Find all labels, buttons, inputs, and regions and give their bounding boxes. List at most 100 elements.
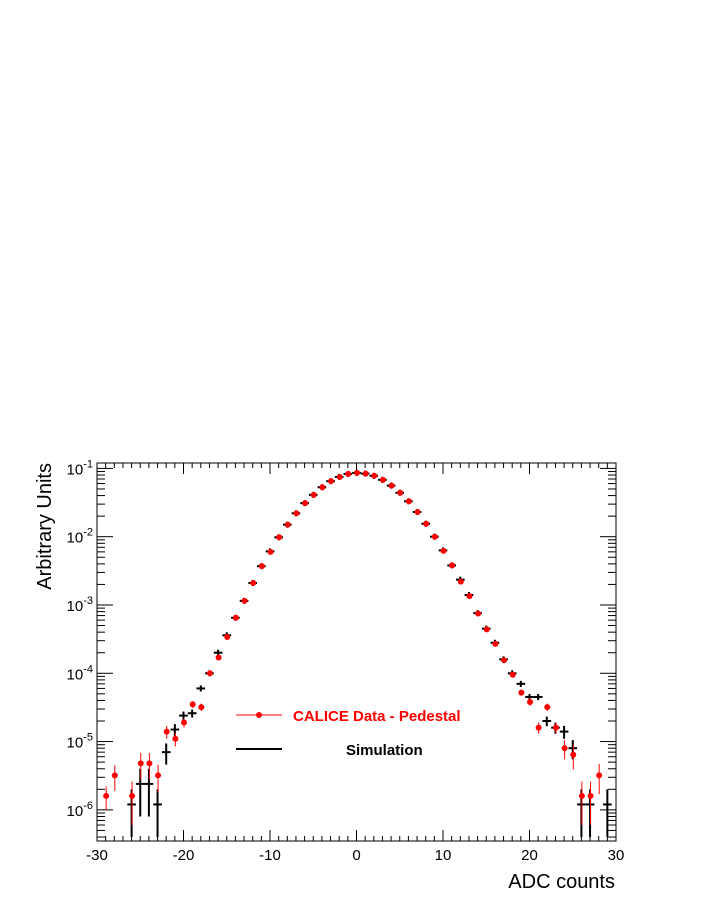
data-marker [475,610,482,617]
data-point [509,671,516,678]
y-axis-title: Arbitrary Units [34,463,56,590]
data-point [250,579,257,586]
data-point [379,476,386,483]
data-point [552,722,559,734]
data-point [544,703,551,712]
data-point [155,764,162,793]
simulation-point [516,680,526,687]
data-marker [483,626,490,633]
data-point [319,484,326,491]
data-marker [319,484,326,491]
data-point [328,478,335,485]
data-point [397,489,404,496]
data-point [224,633,231,640]
data-point [232,614,239,621]
data-point [570,745,577,770]
data-marker [405,498,412,505]
data-marker [518,689,525,696]
data-point [198,703,205,712]
data-point [483,626,490,633]
data-marker [103,792,110,799]
x-tick-label: 30 [608,847,625,864]
plot-frame [96,462,617,842]
data-marker [466,593,473,600]
data-point [501,657,508,664]
data-marker [423,520,430,527]
data-point [103,786,110,810]
data-marker [163,728,170,735]
data-marker [596,772,603,779]
simulation-point [196,685,206,692]
data-point [371,472,378,479]
chart-marks [103,469,612,838]
data-point [336,473,343,480]
data-marker [397,489,404,496]
data-marker [310,491,317,498]
data-point [527,698,533,706]
data-point [293,510,300,517]
data-point [258,563,265,570]
x-tick-label: 0 [352,847,360,864]
data-point [578,781,585,826]
legend-sim-label: Simulation [346,742,423,759]
data-marker [449,562,456,569]
x-tick-label: -10 [259,847,281,864]
data-point [181,718,187,728]
data-point [561,740,568,760]
data-marker [258,563,265,570]
data-point [284,521,291,528]
data-point [345,470,352,477]
data-point [518,689,525,696]
data-marker [457,578,464,585]
data-marker [552,724,559,731]
data-marker [544,704,551,711]
data-point [475,610,482,617]
data-marker [155,772,162,779]
data-marker [241,597,248,604]
data-marker [232,614,239,621]
data-marker [302,500,309,507]
data-marker [414,508,421,515]
data-marker [293,510,300,517]
data-point [362,470,369,477]
data-marker [345,470,352,477]
data-point [302,500,309,507]
data-marker [111,772,118,779]
simulation-point [533,693,543,701]
y-tick-label: 10-1 [67,458,93,478]
data-marker [146,760,153,767]
data-marker [129,792,136,799]
data-point [354,469,360,476]
data-marker [501,657,508,664]
data-point [241,597,248,604]
data-point [172,732,179,747]
legend-data-marker [256,712,262,718]
data-marker [570,751,577,758]
x-tick-label: -30 [86,847,108,864]
data-point [111,765,118,791]
data-marker [440,547,447,554]
data-point [414,508,421,515]
data-point [276,534,283,541]
data-point [163,725,170,739]
y-tick-label: 10-5 [67,732,93,752]
data-point [206,670,213,677]
data-marker [535,724,542,731]
data-marker [336,473,343,480]
simulation-point [153,789,162,838]
data-point [388,482,395,489]
data-marker [328,478,335,485]
data-marker [189,701,196,708]
legend: CALICE Data - Pedestal Simulation [236,708,461,759]
x-axis-title: ADC counts [508,871,615,893]
data-point [449,562,456,569]
x-tick-label: -20 [173,847,195,864]
data-marker [431,533,438,540]
data-point [431,533,438,540]
data-marker [388,482,395,489]
data-point [310,491,317,498]
data-point [267,548,274,555]
data-point [492,640,499,647]
simulation-point [542,716,552,727]
